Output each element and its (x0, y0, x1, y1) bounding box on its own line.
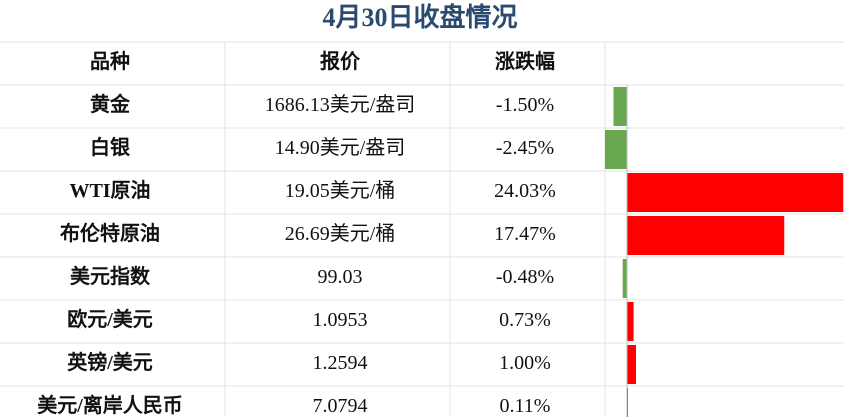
price-cell: 1.2594 (313, 352, 368, 374)
name-cell: 黄金 (90, 92, 131, 116)
change-bar (627, 345, 636, 384)
change-bar (613, 87, 627, 126)
change-cell: -1.50% (496, 94, 554, 116)
change-cell: -2.45% (496, 137, 554, 159)
change-cell: 1.00% (499, 352, 551, 374)
name-cell: 美元指数 (70, 264, 151, 288)
change-bar (622, 259, 627, 298)
price-cell: 26.69美元/桶 (285, 222, 396, 245)
price-cell: 99.03 (318, 266, 363, 288)
change-cell: 24.03% (494, 180, 556, 202)
price-cell: 1686.13美元/盎司 (265, 93, 416, 116)
name-cell: 英镑/美元 (67, 350, 153, 374)
change-cell: 17.47% (494, 223, 556, 245)
price-cell: 1.0953 (313, 309, 368, 331)
change-bar (604, 130, 627, 169)
price-cell: 14.90美元/盎司 (275, 136, 406, 159)
header-cell: 品种 (90, 50, 130, 73)
change-cell: 0.11% (500, 395, 551, 417)
price-cell: 7.0794 (313, 395, 368, 417)
name-cell: 白银 (90, 135, 131, 159)
name-cell: 美元/离岸人民币 (37, 393, 183, 417)
name-cell: 欧元/美元 (67, 307, 153, 331)
change-cell: -0.48% (496, 266, 554, 288)
change-bar (627, 216, 785, 255)
change-cell: 0.73% (499, 309, 551, 331)
title: 4月30日收盘情况 (322, 2, 517, 32)
header-cell: 涨跌幅 (495, 49, 555, 73)
name-cell: WTI原油 (69, 178, 150, 202)
header-cell: 报价 (320, 49, 361, 73)
change-bar (627, 302, 634, 341)
change-bar (627, 173, 844, 212)
price-cell: 19.05美元/桶 (285, 179, 396, 202)
name-cell: 布伦特原油 (60, 221, 160, 245)
